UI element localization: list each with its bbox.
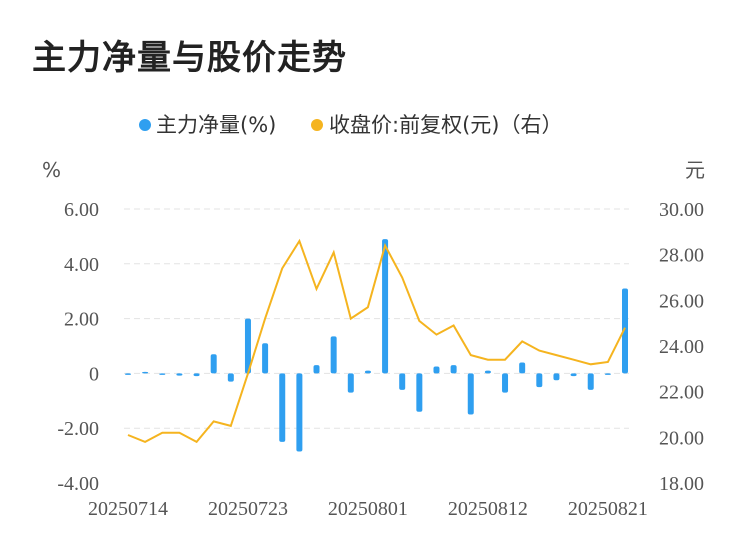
- x-axis-ticks: 20250714 20250723 20250801 20250812 20250821: [88, 498, 648, 520]
- net-volume-bar: [484, 370, 491, 374]
- x-tick-label: 20250801: [328, 498, 408, 520]
- left-axis-ticks: 6.00 4.00 2.00 0 -2.00 -4.00: [57, 199, 99, 495]
- legend-marker-net-volume: [139, 119, 151, 131]
- net-volume-bar: [536, 373, 543, 388]
- x-tick-label: 20250723: [208, 498, 288, 520]
- legend: 主力净量(%) 收盘价:前复权(元)（右）: [139, 113, 562, 137]
- net-volume-bar: [193, 373, 200, 377]
- net-volume-bar: [519, 362, 526, 374]
- right-tick-label: 18.00: [659, 473, 704, 495]
- net-volume-bar: [364, 370, 371, 374]
- right-tick-label: 28.00: [659, 245, 704, 267]
- x-tick-label: 20250821: [568, 498, 648, 520]
- net-volume-bars: [125, 239, 628, 452]
- net-volume-bar: [347, 373, 354, 393]
- net-volume-bar: [159, 373, 166, 375]
- net-volume-bar: [622, 288, 628, 374]
- net-volume-bar: [399, 373, 406, 390]
- chart-title: 主力净量与股价走势: [32, 38, 347, 78]
- net-volume-bar: [570, 373, 577, 377]
- net-volume-bar: [176, 373, 183, 376]
- net-volume-bar: [604, 373, 611, 375]
- right-tick-label: 30.00: [659, 199, 704, 221]
- net-volume-bar: [244, 318, 251, 374]
- net-volume-bar: [433, 366, 440, 374]
- left-tick-label: 0: [89, 363, 99, 385]
- x-tick-label: 20250812: [448, 498, 528, 520]
- legend-label-net-volume: 主力净量(%): [156, 113, 276, 137]
- net-volume-bar: [279, 373, 286, 442]
- left-tick-label: -4.00: [57, 473, 99, 495]
- net-volume-bar: [382, 239, 389, 374]
- net-volume-bar: [416, 373, 423, 412]
- left-tick-label: -2.00: [57, 418, 99, 440]
- left-tick-label: 4.00: [64, 254, 99, 276]
- net-volume-bar: [330, 336, 337, 374]
- right-tick-label: 22.00: [659, 382, 704, 404]
- net-volume-bar: [467, 373, 474, 415]
- net-volume-bar: [587, 373, 594, 390]
- legend-marker-close-price: [311, 119, 323, 131]
- right-tick-label: 24.00: [659, 336, 704, 358]
- x-tick-label: 20250714: [88, 498, 168, 520]
- net-volume-bar: [313, 365, 320, 374]
- net-volume-bar: [450, 365, 457, 374]
- left-tick-label: 6.00: [64, 199, 99, 221]
- right-tick-label: 20.00: [659, 427, 704, 449]
- right-tick-label: 26.00: [659, 290, 704, 312]
- net-volume-bar: [502, 373, 509, 393]
- left-axis-unit: %: [42, 158, 61, 182]
- legend-label-close-price: 收盘价:前复权(元)（右）: [329, 113, 562, 137]
- right-axis-ticks: 30.00 28.00 26.00 24.00 22.00 20.00 18.00: [659, 199, 704, 495]
- left-tick-label: 2.00: [64, 309, 99, 331]
- net-volume-bar: [125, 373, 131, 375]
- net-volume-bar: [553, 373, 560, 381]
- net-volume-bar: [227, 373, 234, 382]
- net-volume-bar: [262, 343, 269, 374]
- net-volume-bar: [210, 354, 217, 374]
- close-price-line: [127, 238, 626, 444]
- right-axis-unit: 元: [685, 158, 705, 182]
- gridlines: [124, 208, 629, 429]
- net-volume-bar: [296, 373, 303, 452]
- net-volume-bar: [142, 371, 149, 374]
